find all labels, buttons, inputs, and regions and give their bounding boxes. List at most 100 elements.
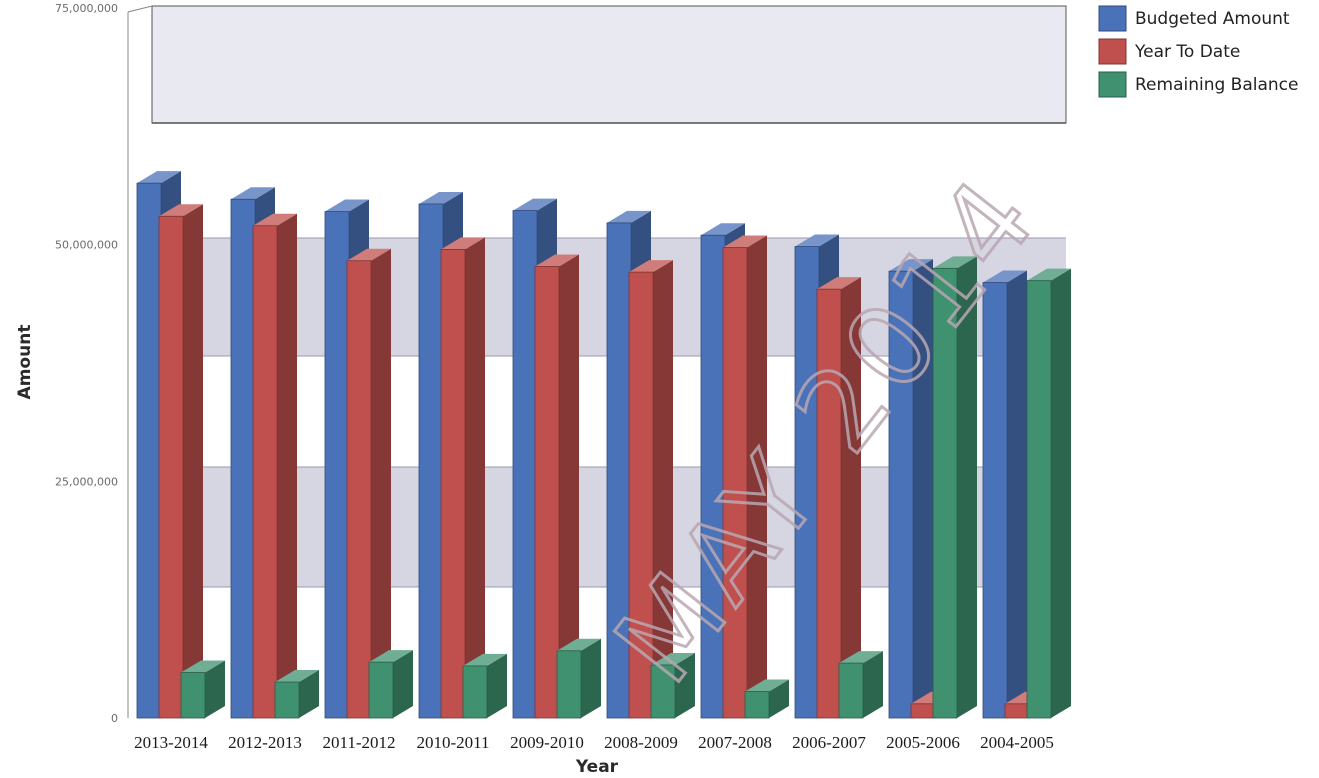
bar-side-face	[277, 213, 297, 718]
bar	[816, 277, 861, 719]
bar	[628, 260, 673, 719]
bar-front-face	[888, 270, 914, 719]
bar-side-face	[957, 256, 977, 718]
bar	[180, 660, 225, 719]
y-tick-label: 25,000,000	[55, 475, 118, 488]
x-tick-label: 2013-2014	[134, 733, 208, 752]
bar	[346, 248, 391, 719]
bar-series	[136, 171, 1071, 719]
bar	[650, 652, 695, 719]
bar-front-face	[440, 248, 466, 719]
y-axis-depth-line	[127, 5, 153, 13]
bar-front-face	[252, 225, 278, 719]
bar-top-face	[253, 213, 297, 226]
bar-top-face	[607, 210, 651, 223]
bar-side-face	[1007, 270, 1027, 718]
bar-front-face	[158, 215, 184, 719]
bar-side-face	[205, 660, 225, 718]
bar-side-face	[913, 259, 933, 718]
x-tick-label: 2009-2010	[510, 733, 584, 752]
bar-front-face	[418, 203, 444, 719]
x-tick-label: 2011-2012	[322, 733, 395, 752]
bar-side-face	[465, 237, 485, 718]
bar-top-face	[463, 653, 507, 666]
bar	[440, 237, 485, 719]
bar-front-face	[838, 662, 864, 719]
bar-side-face	[393, 650, 413, 718]
x-tick-label: 2007-2008	[698, 733, 772, 752]
bar-front-face	[136, 182, 162, 719]
bar-front-face	[628, 271, 654, 719]
y-tick-label: 75,000,000	[55, 2, 118, 15]
bar-top-face	[839, 651, 883, 664]
bar	[932, 256, 977, 719]
bar-front-face	[794, 246, 820, 719]
bar	[888, 259, 933, 719]
bar-top-face	[817, 277, 861, 290]
bar-top-face	[745, 679, 789, 692]
bar-top-face	[419, 191, 463, 204]
y-tick-label: 0	[111, 712, 118, 725]
bar-top-face	[1027, 268, 1071, 281]
bar-side-face	[863, 651, 883, 718]
bar-top-face	[325, 199, 369, 212]
bar-side-face	[747, 235, 767, 719]
legend-label: Budgeted Amount	[1135, 9, 1290, 29]
bar	[722, 235, 767, 719]
plot-wall-top-band	[152, 6, 1066, 123]
bar-front-face	[722, 247, 748, 719]
x-tick-label: 2012-2013	[228, 733, 302, 752]
bar-front-face	[650, 664, 676, 719]
x-tick-label: 2008-2009	[604, 733, 678, 752]
bar-front-face	[346, 260, 372, 719]
bar	[274, 670, 319, 719]
bar-front-face	[744, 691, 770, 719]
bar-top-face	[933, 256, 977, 269]
legend-swatch	[1098, 5, 1127, 32]
bar	[462, 653, 507, 719]
bar-front-face	[910, 703, 936, 719]
bar-side-face	[581, 638, 601, 718]
x-tick-label: 2010-2011	[416, 733, 489, 752]
bar-front-face	[180, 672, 206, 719]
y-tick-label: 50,000,000	[55, 239, 118, 252]
y-axis-ticks: 0 25,000,000 50,000,000 75,000,000	[55, 2, 118, 725]
bar-front-face	[534, 266, 560, 719]
bar-side-face	[1051, 268, 1071, 718]
bar-top-face	[983, 270, 1027, 283]
bar	[744, 679, 789, 719]
bar	[368, 650, 413, 719]
legend-label: Remaining Balance	[1135, 75, 1298, 95]
bar-front-face	[816, 288, 842, 719]
legend-swatch	[1098, 71, 1127, 98]
bar-front-face	[368, 661, 394, 719]
bar-top-face	[369, 650, 413, 663]
bar-side-face	[299, 670, 319, 718]
y-axis-title: Amount	[15, 325, 35, 400]
bar-front-face	[274, 681, 300, 719]
legend-swatch	[1098, 38, 1127, 65]
bar-top-face	[889, 259, 933, 272]
x-tick-label: 2005-2006	[886, 733, 960, 752]
bar-side-face	[675, 652, 695, 718]
bar-side-face	[183, 204, 203, 718]
bar-front-face	[982, 282, 1008, 719]
legend: Budgeted Amount Year To Date Remaining Bal…	[1098, 5, 1298, 98]
bar-top-face	[159, 204, 203, 217]
bar	[534, 254, 579, 719]
bar-top-face	[231, 187, 275, 200]
bar-front-face	[324, 211, 350, 719]
bar-side-face	[371, 248, 391, 718]
bar-top-face	[275, 670, 319, 683]
bar-side-face	[487, 653, 507, 718]
bar-front-face	[1004, 703, 1030, 719]
bar-front-face	[556, 650, 582, 719]
bar-front-face	[512, 210, 538, 719]
bar-front-face	[1026, 280, 1052, 719]
legend-label: Year To Date	[1134, 42, 1240, 62]
bar-top-face	[629, 260, 673, 273]
bar-side-face	[841, 277, 861, 718]
bar	[252, 213, 297, 719]
